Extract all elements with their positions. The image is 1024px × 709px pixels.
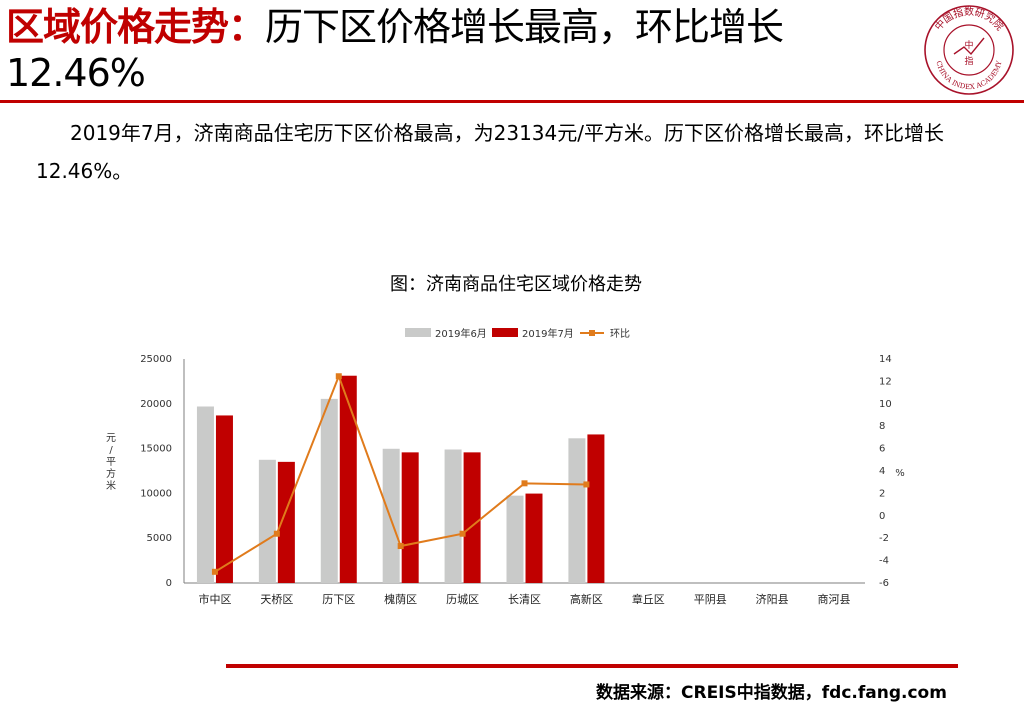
x-tick-label: 市中区 <box>198 592 231 606</box>
x-tick-label: 平阴县 <box>694 593 727 606</box>
page-title: 区域价格走势：历下区价格增长最高，环比增长12.46% <box>6 4 906 96</box>
chart-legend: 2019年6月 2019年7月 环比 <box>405 327 630 340</box>
legend-label: 2019年7月 <box>522 327 574 340</box>
x-tick-label: 槐荫区 <box>384 592 417 606</box>
bar-june <box>258 459 276 583</box>
bar-june <box>382 448 400 583</box>
summary-text: 2019年7月，济南商品住宅历下区价格最高，为23134元/平方米。历下区价格增… <box>36 121 944 183</box>
legend-swatch <box>492 328 518 337</box>
y-axis-label-char: 米 <box>106 479 116 492</box>
y2-tick-label: -2 <box>879 533 889 544</box>
y-tick-label: 15000 <box>140 444 172 455</box>
y-axis-label-char: 平 <box>106 457 116 468</box>
legend-marker <box>589 330 595 336</box>
y-axis-label-char: 元 <box>106 433 116 444</box>
bar-june <box>444 449 462 583</box>
y2-tick-label: 8 <box>879 421 885 432</box>
x-tick-label: 章丘区 <box>632 592 665 606</box>
x-tick-label: 历下区 <box>322 593 355 606</box>
bar-july <box>463 452 481 583</box>
mom-change-point <box>211 568 218 575</box>
bar-july <box>401 452 419 583</box>
y2-tick-label: 12 <box>879 376 892 387</box>
bar-july <box>277 461 295 583</box>
x-tick-label: 济阳县 <box>756 592 789 606</box>
x-tick-label: 天桥区 <box>260 593 293 606</box>
y2-axis-label: % <box>895 468 905 479</box>
y2-tick-label: -4 <box>879 556 889 567</box>
y-axis-label-char: / <box>109 445 113 456</box>
title-rest: 历下区价格增长最高，环比增长12.46% <box>6 5 784 95</box>
y2-tick-label: 2 <box>879 488 885 499</box>
legend-swatch <box>405 328 431 337</box>
bar-june <box>568 438 586 583</box>
y-tick-label: 20000 <box>140 399 172 410</box>
logo-center-top: 中 <box>964 39 973 51</box>
y2-tick-label: 6 <box>879 444 885 455</box>
data-source: 数据来源：CREIS中指数据，fdc.fang.com <box>596 683 947 703</box>
legend-label: 环比 <box>610 328 630 340</box>
bar-july <box>587 434 605 583</box>
bar-june <box>196 406 214 583</box>
logo-center-bottom: 指 <box>964 55 973 67</box>
y2-tick-label: 4 <box>879 466 885 477</box>
y-tick-label: 10000 <box>140 488 172 499</box>
y2-tick-label: -6 <box>879 578 889 589</box>
x-tick-label: 高新区 <box>570 592 603 606</box>
chart-plot: 25000 20000 15000 10000 5000 0 14 12 10 8 6 4 2 0 -2 -4… <box>106 354 905 606</box>
mom-change-point <box>335 373 342 380</box>
mom-change-point <box>273 530 280 537</box>
x-tick-label: 商河县 <box>818 592 851 606</box>
legend-label: 2019年6月 <box>435 327 487 340</box>
y-axis-label-char: 方 <box>106 467 116 480</box>
y2-tick-label: 0 <box>879 511 885 522</box>
bar-july <box>339 375 357 583</box>
bar-june <box>320 398 338 583</box>
mom-change-point <box>397 543 404 550</box>
bar-july <box>525 493 543 583</box>
logo-trend-line <box>953 37 985 56</box>
y-tick-label: 0 <box>166 578 172 589</box>
bar-july <box>215 415 233 583</box>
x-tick-label: 长清区 <box>508 593 541 606</box>
china-index-academy-logo: 中国指数研究院 CHINA INDEX ACADEMY 中 指 <box>924 5 1014 95</box>
footer-divider <box>226 664 958 668</box>
mom-change-point <box>459 530 466 537</box>
y2-tick-label: 14 <box>879 354 892 365</box>
y-tick-label: 25000 <box>140 354 172 365</box>
chart-title: 图：济南商品住宅区域价格走势 <box>390 274 642 295</box>
header-divider <box>0 100 1024 103</box>
y2-tick-label: 10 <box>879 399 892 410</box>
y-tick-label: 5000 <box>147 533 172 544</box>
mom-change-point <box>521 480 528 487</box>
title-highlight: 区域价格走势： <box>6 5 266 49</box>
bar-june <box>506 495 524 583</box>
x-tick-label: 历城区 <box>446 593 479 606</box>
mom-change-point <box>583 481 590 488</box>
